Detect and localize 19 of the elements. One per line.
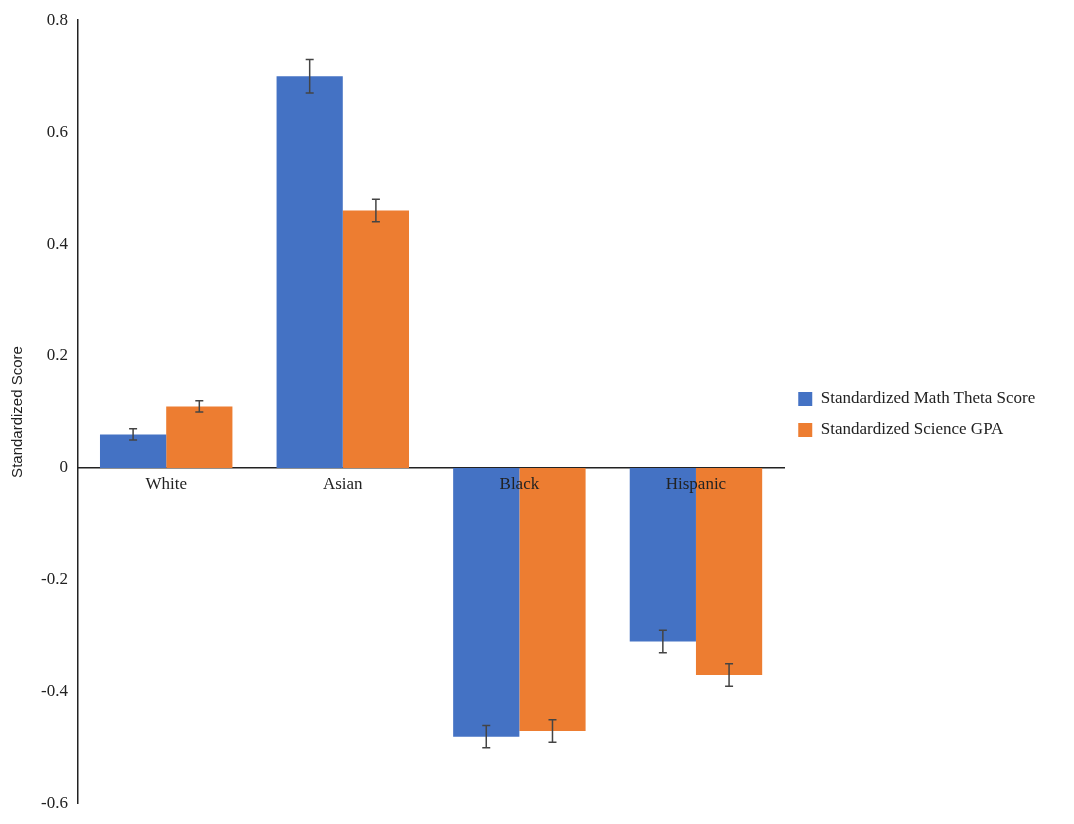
bar: [342, 210, 410, 468]
x-tick-label: Black: [499, 473, 540, 493]
y-axis-title: Standardized Score: [8, 346, 26, 478]
x-tick-label: Asian: [322, 473, 364, 493]
y-tick-label: -0.6: [40, 793, 68, 813]
x-tick-label: White: [145, 473, 187, 493]
y-tick-label: 0.8: [46, 9, 68, 29]
y-tick-label: 0.2: [46, 345, 68, 365]
bar: [166, 406, 233, 468]
legend-label: Standardized Math Theta Score: [820, 388, 1036, 408]
legend-label: Standardized Science GPA: [820, 419, 1005, 439]
y-tick-label: 0: [59, 457, 68, 477]
bar: [99, 434, 167, 468]
y-tick-label: -0.4: [40, 681, 69, 701]
x-tick-label: Hispanic: [665, 473, 727, 493]
y-tick-label: 0.4: [46, 233, 69, 253]
y-tick-label: -0.2: [40, 569, 68, 589]
bar: [276, 76, 343, 468]
y-tick-label: 0.6: [46, 121, 68, 141]
